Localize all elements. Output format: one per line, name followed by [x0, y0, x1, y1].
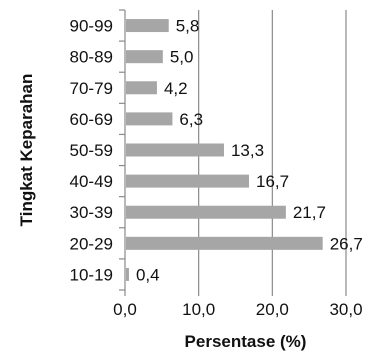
axes	[119, 9, 347, 296]
data-label-70-79: 4,2	[164, 79, 188, 98]
bar-60-69	[126, 112, 173, 126]
bar-50-59	[126, 143, 224, 157]
x-axis-title: Persentase (%)	[185, 332, 307, 351]
bar-90-99	[126, 19, 169, 33]
category-label-10-19: 10-19	[70, 265, 113, 284]
data-label-30-39: 21,7	[293, 203, 326, 222]
bar-30-39	[126, 205, 286, 219]
bar-20-29	[126, 236, 323, 250]
category-label-40-49: 40-49	[70, 172, 113, 191]
category-label-90-99: 90-99	[70, 17, 113, 36]
data-label-20-29: 26,7	[330, 234, 363, 253]
data-label-40-49: 16,7	[256, 172, 289, 191]
labels: 90-99 5,8 80-89 5,0 70-79 4,2 60-69 6,3 50-59 13,…	[70, 17, 363, 319]
category-label-80-89: 80-89	[70, 48, 113, 67]
data-label-60-69: 6,3	[179, 110, 203, 129]
data-label-50-59: 13,3	[231, 141, 264, 160]
bar-70-79	[126, 81, 157, 95]
x-tick-label-0: 0,0	[113, 300, 137, 319]
bar-40-49	[126, 174, 250, 188]
x-tick-label-1: 10,0	[182, 300, 215, 319]
x-tick-label-3: 30,0	[329, 300, 362, 319]
category-label-70-79: 70-79	[70, 79, 113, 98]
category-label-60-69: 60-69	[70, 110, 113, 129]
bar-10-19	[126, 267, 129, 281]
y-axis-title: Tingkat Keparahan	[17, 74, 36, 227]
data-label-10-19: 0,4	[136, 265, 160, 284]
category-label-30-39: 30-39	[70, 203, 113, 222]
data-label-90-99: 5,8	[176, 17, 200, 36]
bars	[126, 19, 323, 281]
x-tick-label-2: 20,0	[256, 300, 289, 319]
bar-80-89	[126, 50, 163, 64]
category-label-20-29: 20-29	[70, 234, 113, 253]
data-label-80-89: 5,0	[170, 48, 194, 67]
category-label-50-59: 50-59	[70, 141, 113, 160]
